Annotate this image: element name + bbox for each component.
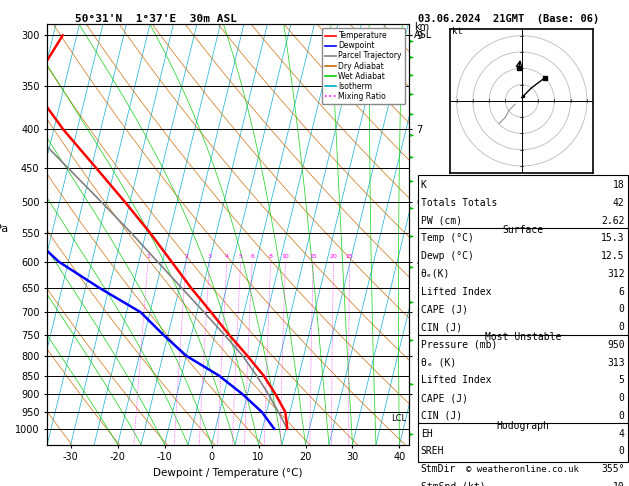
- Text: ►: ►: [410, 178, 414, 184]
- Text: 950: 950: [607, 340, 625, 350]
- Text: 20: 20: [330, 254, 337, 259]
- Text: CAPE (J): CAPE (J): [421, 393, 468, 403]
- Text: 3: 3: [208, 254, 211, 259]
- Text: 12.5: 12.5: [601, 251, 625, 261]
- Text: ►: ►: [410, 233, 414, 238]
- Text: ►: ►: [410, 298, 414, 304]
- Text: © weatheronline.co.uk: © weatheronline.co.uk: [466, 465, 579, 474]
- X-axis label: Dewpoint / Temperature (°C): Dewpoint / Temperature (°C): [153, 468, 303, 478]
- Text: 25: 25: [346, 254, 353, 259]
- Text: PW (cm): PW (cm): [421, 216, 462, 226]
- Text: Hodograph: Hodograph: [496, 420, 549, 431]
- Text: CAPE (J): CAPE (J): [421, 304, 468, 314]
- Text: 0: 0: [619, 446, 625, 456]
- Text: Mixing Ratio (g/kg): Mixing Ratio (g/kg): [424, 207, 433, 279]
- Text: ►: ►: [410, 38, 414, 43]
- Text: 2.62: 2.62: [601, 216, 625, 226]
- Text: 6: 6: [619, 287, 625, 296]
- Text: StmDir: StmDir: [421, 464, 456, 474]
- Text: Lifted Index: Lifted Index: [421, 287, 491, 296]
- Text: 8: 8: [269, 254, 272, 259]
- Text: ►: ►: [410, 264, 414, 269]
- Text: 50°31'N  1°37'E  30m ASL: 50°31'N 1°37'E 30m ASL: [75, 14, 238, 24]
- Text: θₑ (K): θₑ (K): [421, 358, 456, 367]
- Text: ►: ►: [410, 91, 414, 96]
- Text: ►: ►: [410, 205, 414, 209]
- Text: 18: 18: [613, 180, 625, 190]
- Text: 4: 4: [619, 429, 625, 438]
- Text: Lifted Index: Lifted Index: [421, 375, 491, 385]
- Text: SREH: SREH: [421, 446, 444, 456]
- Text: ►: ►: [410, 111, 414, 116]
- Text: ►: ►: [410, 381, 414, 386]
- Text: Surface: Surface: [502, 226, 543, 235]
- Text: Totals Totals: Totals Totals: [421, 198, 497, 208]
- Text: ►: ►: [410, 154, 414, 159]
- Text: ►: ►: [410, 72, 414, 77]
- Text: 0: 0: [619, 322, 625, 332]
- Legend: Temperature, Dewpoint, Parcel Trajectory, Dry Adiabat, Wet Adiabat, Isotherm, Mi: Temperature, Dewpoint, Parcel Trajectory…: [321, 28, 405, 104]
- Text: 5: 5: [619, 375, 625, 385]
- Text: 5: 5: [238, 254, 243, 259]
- Text: 42: 42: [613, 198, 625, 208]
- Text: ►: ►: [410, 431, 414, 436]
- Text: Most Unstable: Most Unstable: [484, 332, 561, 342]
- Text: Temp (°C): Temp (°C): [421, 233, 474, 243]
- Text: Dewp (°C): Dewp (°C): [421, 251, 474, 261]
- Text: 10: 10: [282, 254, 289, 259]
- Text: Pressure (mb): Pressure (mb): [421, 340, 497, 350]
- Text: km: km: [414, 22, 429, 32]
- Text: 03.06.2024  21GMT  (Base: 06): 03.06.2024 21GMT (Base: 06): [418, 14, 599, 24]
- Text: 4: 4: [225, 254, 229, 259]
- Text: 10: 10: [613, 482, 625, 486]
- Text: CIN (J): CIN (J): [421, 322, 462, 332]
- Text: 2: 2: [184, 254, 188, 259]
- Text: StmSpd (kt): StmSpd (kt): [421, 482, 486, 486]
- Text: 15: 15: [309, 254, 317, 259]
- Text: 313: 313: [607, 358, 625, 367]
- Text: θₑ(K): θₑ(K): [421, 269, 450, 279]
- Text: 0: 0: [619, 411, 625, 421]
- Text: 1: 1: [146, 254, 150, 259]
- Text: ASL: ASL: [414, 30, 432, 40]
- Text: ►: ►: [410, 337, 414, 342]
- Text: LCL: LCL: [391, 414, 406, 423]
- Text: 0: 0: [619, 393, 625, 403]
- Text: ►: ►: [410, 54, 414, 59]
- Y-axis label: hPa: hPa: [0, 225, 9, 235]
- Text: K: K: [421, 180, 426, 190]
- Text: ►: ►: [410, 132, 414, 137]
- Text: CIN (J): CIN (J): [421, 411, 462, 421]
- Text: 15.3: 15.3: [601, 233, 625, 243]
- Text: kt: kt: [452, 27, 462, 36]
- Text: EH: EH: [421, 429, 433, 438]
- Text: 6: 6: [250, 254, 254, 259]
- Text: 355°: 355°: [601, 464, 625, 474]
- Text: 0: 0: [619, 304, 625, 314]
- Text: 312: 312: [607, 269, 625, 279]
